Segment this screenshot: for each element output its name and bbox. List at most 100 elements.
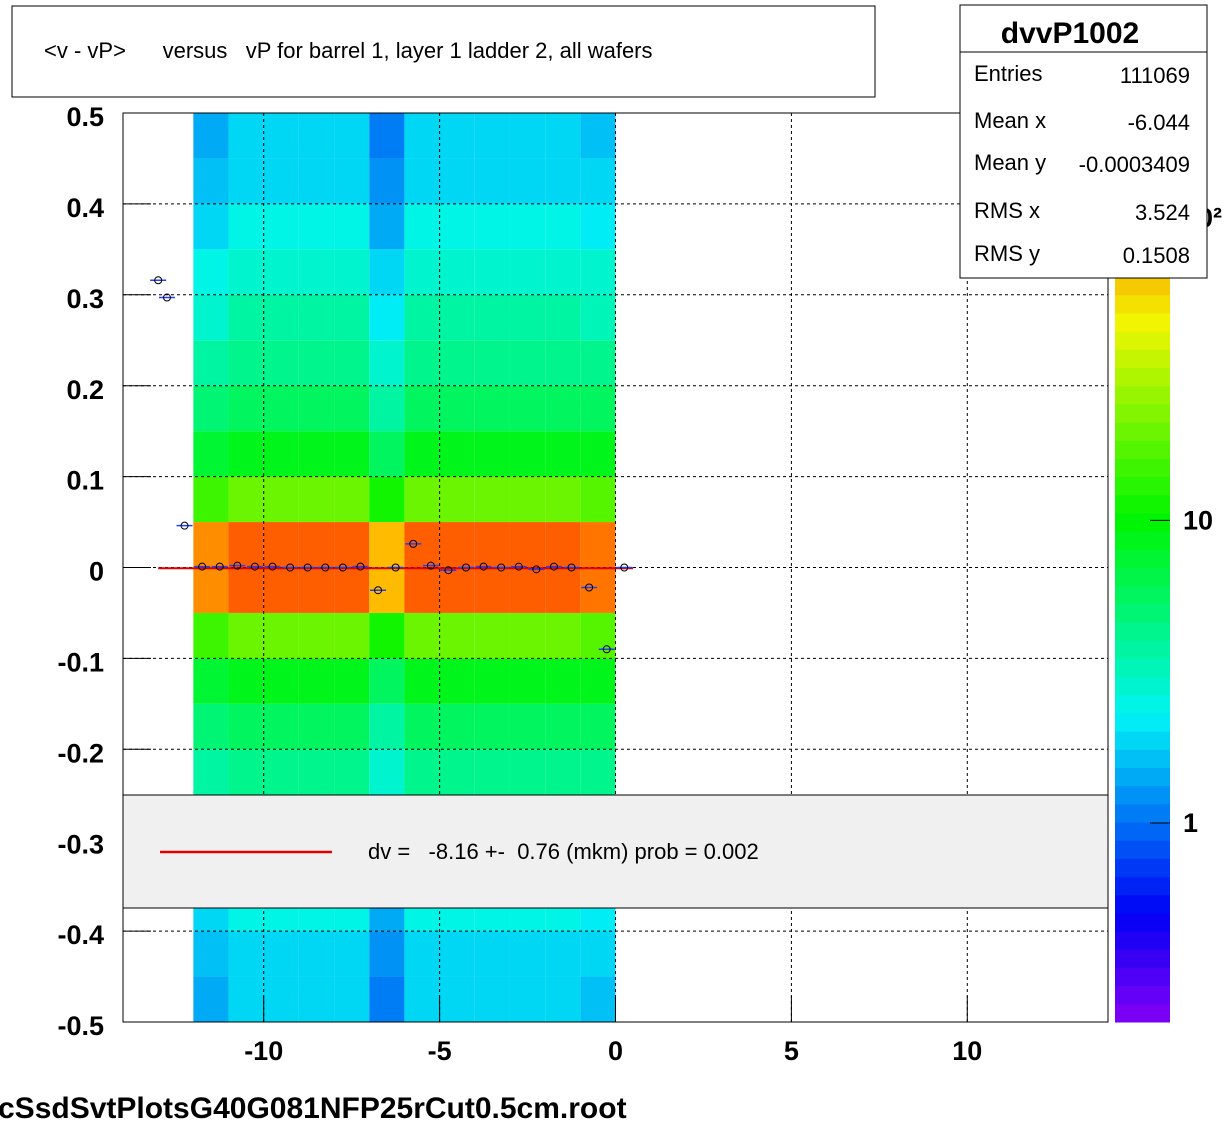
profile-point <box>338 563 347 572</box>
heat-cell <box>228 612 264 659</box>
heat-cell <box>509 749 546 795</box>
x-tick-label: 0 <box>608 1036 623 1066</box>
color-band <box>1115 476 1170 496</box>
heat-cell <box>439 703 475 750</box>
heat-cell <box>193 931 229 977</box>
stats-label: Entries <box>974 61 1042 86</box>
color-band <box>1115 694 1170 714</box>
heat-cell <box>263 658 299 704</box>
heat-cell <box>193 385 229 432</box>
heat-cell <box>439 294 475 341</box>
heat-cell <box>298 249 335 295</box>
heat-cell <box>439 476 475 523</box>
heat-cell <box>439 203 475 250</box>
profile-point <box>233 561 242 570</box>
heat-cell <box>369 294 405 341</box>
heat-cell <box>263 567 299 613</box>
color-band <box>1115 512 1170 532</box>
profile-point <box>602 645 611 654</box>
heat-cell <box>439 567 475 613</box>
heat-cell <box>298 976 335 1022</box>
heat-cell <box>369 249 405 295</box>
heat-cell <box>298 703 335 750</box>
heat-cell <box>193 658 229 704</box>
heat-cell <box>263 431 299 477</box>
heat-cell <box>580 658 616 704</box>
profile-point <box>162 293 171 302</box>
color-band <box>1115 458 1170 478</box>
heat-cell <box>298 113 335 159</box>
heat-cell <box>298 385 335 432</box>
heat-cell <box>228 203 264 250</box>
heat-cell <box>334 567 370 613</box>
heat-cell <box>509 522 546 568</box>
stats-label: RMS y <box>974 241 1040 266</box>
color-band <box>1115 349 1170 369</box>
heat-cell <box>474 203 510 250</box>
profile-point <box>198 562 207 571</box>
heat-cell <box>228 749 264 795</box>
heat-cell <box>193 294 229 341</box>
heat-cell <box>474 249 510 295</box>
heat-cell <box>369 931 405 977</box>
heat-cell <box>369 976 405 1022</box>
heat-cell <box>298 203 335 250</box>
profile-point <box>374 586 383 595</box>
heat-cell <box>580 158 616 204</box>
y-tick-label: -0.3 <box>57 829 104 859</box>
heat-cell <box>369 658 405 704</box>
stats-label: Mean y <box>974 150 1046 175</box>
heat-cell <box>439 431 475 477</box>
stats-value: -0.0003409 <box>1079 152 1190 177</box>
heat-cell <box>509 294 546 341</box>
heat-cell <box>334 522 370 568</box>
heat-cell <box>334 431 370 477</box>
color-band <box>1115 567 1170 587</box>
heat-cell <box>193 612 229 659</box>
heat-cell <box>474 158 510 204</box>
color-band <box>1115 749 1170 768</box>
color-band <box>1115 840 1170 859</box>
heat-cell <box>474 294 510 341</box>
heat-cell <box>404 976 440 1022</box>
heat-cell <box>545 476 581 523</box>
heat-cell <box>369 749 405 795</box>
heat-cell <box>439 931 475 977</box>
heat-cell <box>474 703 510 750</box>
color-band <box>1115 785 1170 805</box>
heat-cell <box>580 294 616 341</box>
y-tick-label: -0.5 <box>57 1011 104 1041</box>
heat-cell <box>298 612 335 659</box>
heat-cell <box>545 976 581 1022</box>
heat-cell <box>228 113 264 159</box>
heat-cell <box>263 476 299 523</box>
heat-cell <box>334 203 370 250</box>
heat-cell <box>193 976 229 1022</box>
y-tick-label: -0.1 <box>57 648 104 678</box>
heat-cell <box>298 567 335 613</box>
heat-cell <box>439 158 475 204</box>
color-band <box>1115 385 1170 405</box>
heat-cell <box>193 158 229 204</box>
heat-cell <box>509 385 546 432</box>
x-tick-label: 10 <box>952 1036 982 1066</box>
color-band <box>1115 367 1170 387</box>
heat-cell <box>474 522 510 568</box>
heat-cell <box>193 703 229 750</box>
heat-cell <box>263 612 299 659</box>
profile-point <box>268 562 277 571</box>
heat-cell <box>439 522 475 568</box>
heat-cell <box>369 703 405 750</box>
color-band <box>1115 676 1170 696</box>
heat-cell <box>193 431 229 477</box>
heat-cell <box>298 294 335 341</box>
heat-cell <box>404 203 440 250</box>
profile-point <box>215 562 224 571</box>
y-tick-label: 0.1 <box>66 466 104 496</box>
profile-point <box>391 563 400 572</box>
heat-cell <box>474 567 510 613</box>
color-band <box>1115 876 1170 896</box>
heat-cell <box>580 976 616 1022</box>
stats-label: Mean x <box>974 108 1046 133</box>
heat-cell <box>509 113 546 159</box>
